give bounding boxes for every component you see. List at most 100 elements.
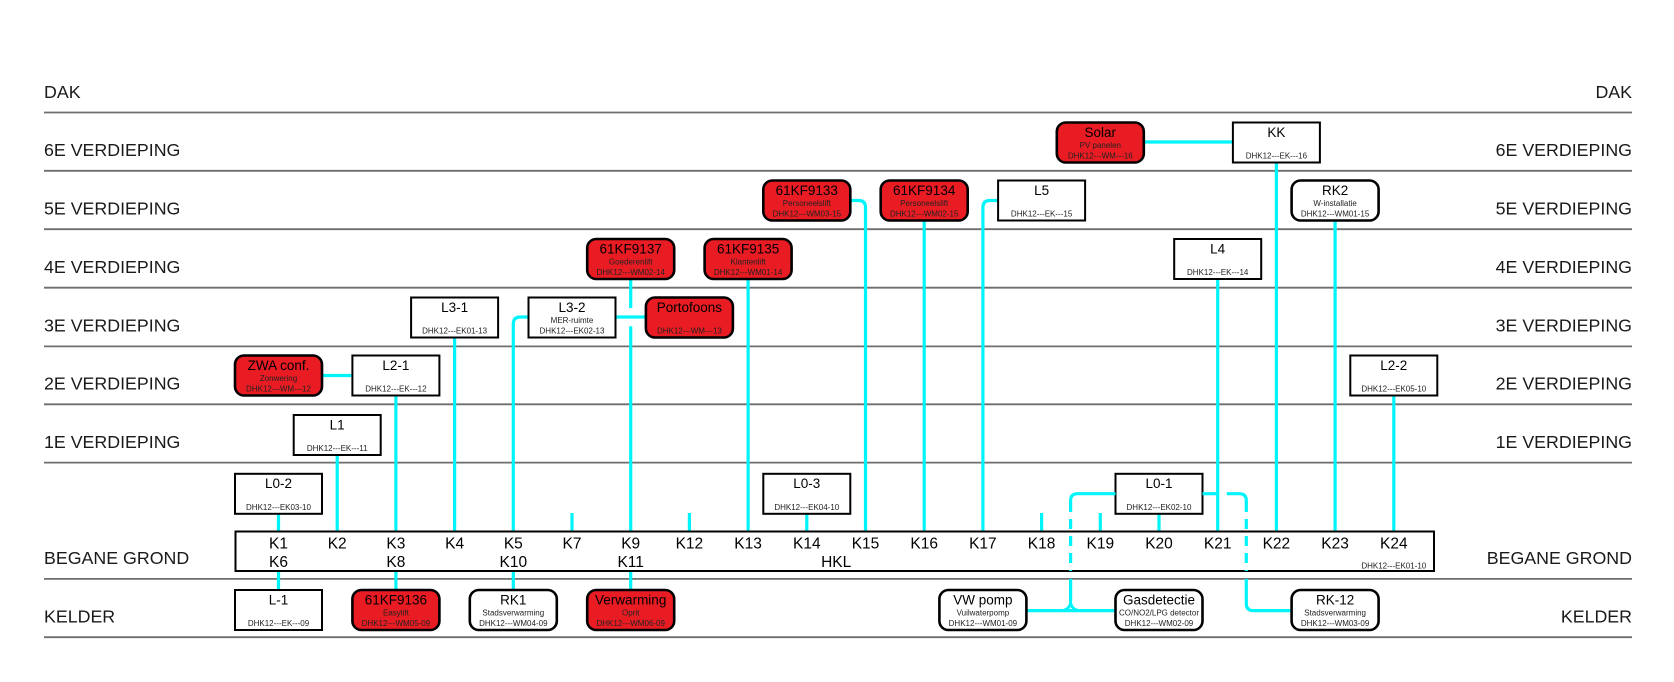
svg-text:L1: L1	[330, 417, 345, 432]
svg-text:DHK12---WM01-15: DHK12---WM01-15	[1301, 210, 1370, 219]
svg-text:L2-1: L2-1	[382, 358, 409, 373]
svg-text:DHK12---EK---15: DHK12---EK---15	[1011, 210, 1073, 219]
svg-text:K9: K9	[621, 536, 640, 553]
svg-text:61KF9134: 61KF9134	[893, 183, 956, 198]
svg-text:L-1: L-1	[269, 592, 289, 607]
svg-text:L2-2: L2-2	[1380, 358, 1407, 373]
svg-text:W-installatie: W-installatie	[1313, 199, 1357, 208]
svg-text:61KF9133: 61KF9133	[776, 183, 838, 198]
svg-text:Goederenlift: Goederenlift	[609, 257, 653, 266]
svg-text:Personeelslift: Personeelslift	[783, 199, 832, 208]
svg-text:DHK12---WM02-09: DHK12---WM02-09	[1125, 619, 1194, 628]
svg-text:DAK: DAK	[44, 82, 81, 102]
svg-text:DHK12---WM---13: DHK12---WM---13	[657, 327, 722, 336]
svg-text:CO/NO2/LPG detector: CO/NO2/LPG detector	[1119, 608, 1199, 617]
svg-text:DHK12---EK02-10: DHK12---EK02-10	[1127, 503, 1192, 512]
svg-text:Gasdetectie: Gasdetectie	[1123, 592, 1195, 607]
svg-text:BEGANE GROND: BEGANE GROND	[1487, 548, 1632, 568]
svg-text:K22: K22	[1263, 536, 1291, 553]
svg-text:Verwarming: Verwarming	[595, 592, 666, 607]
svg-text:K23: K23	[1321, 536, 1349, 553]
svg-text:1E VERDIEPING: 1E VERDIEPING	[1496, 432, 1632, 452]
svg-text:L4: L4	[1210, 241, 1226, 256]
svg-text:PV panelen: PV panelen	[1080, 141, 1121, 150]
svg-text:L3-2: L3-2	[558, 300, 585, 315]
svg-text:5E VERDIEPING: 5E VERDIEPING	[44, 199, 180, 219]
svg-text:RK-12: RK-12	[1316, 592, 1354, 607]
svg-text:4E VERDIEPING: 4E VERDIEPING	[44, 257, 180, 277]
svg-text:DHK12---EK01-10: DHK12---EK01-10	[1361, 562, 1426, 571]
svg-text:Portofoons: Portofoons	[657, 300, 723, 315]
svg-text:4E VERDIEPING: 4E VERDIEPING	[1496, 257, 1632, 277]
svg-text:6E VERDIEPING: 6E VERDIEPING	[44, 140, 180, 160]
svg-text:DHK12---WM---16: DHK12---WM---16	[1068, 152, 1133, 161]
svg-text:K12: K12	[676, 536, 704, 553]
svg-text:VW pomp: VW pomp	[953, 592, 1012, 607]
svg-text:K13: K13	[734, 536, 762, 553]
svg-text:DHK12---EK---11: DHK12---EK---11	[307, 444, 368, 453]
svg-text:DHK12---EK02-13: DHK12---EK02-13	[540, 327, 605, 336]
svg-text:K3: K3	[386, 536, 405, 553]
svg-text:RK2: RK2	[1322, 183, 1348, 198]
svg-text:3E VERDIEPING: 3E VERDIEPING	[1496, 316, 1632, 336]
svg-text:DHK12---WM05-09: DHK12---WM05-09	[362, 619, 431, 628]
svg-text:61KF9137: 61KF9137	[600, 241, 662, 256]
svg-text:DHK12---WM02-15: DHK12---WM02-15	[890, 210, 959, 219]
svg-text:Stadsverwarming: Stadsverwarming	[482, 608, 544, 617]
svg-text:DHK12---WM06-09: DHK12---WM06-09	[596, 619, 665, 628]
svg-text:Oprit: Oprit	[622, 608, 640, 617]
svg-text:DHK12---EK05-10: DHK12---EK05-10	[1361, 385, 1426, 394]
svg-text:L5: L5	[1034, 183, 1049, 198]
svg-text:K11: K11	[617, 554, 643, 571]
svg-text:K20: K20	[1145, 536, 1173, 553]
svg-text:KK: KK	[1267, 125, 1285, 140]
svg-text:K24: K24	[1380, 536, 1408, 553]
svg-text:DHK12---WM04-09: DHK12---WM04-09	[479, 619, 548, 628]
svg-text:DHK12---EK---12: DHK12---EK---12	[365, 385, 427, 394]
svg-text:K7: K7	[563, 536, 582, 553]
svg-text:DHK12---WM---12: DHK12---WM---12	[246, 385, 311, 394]
svg-text:K6: K6	[269, 554, 288, 571]
svg-text:1E VERDIEPING: 1E VERDIEPING	[44, 432, 180, 452]
svg-text:K2: K2	[328, 536, 347, 553]
svg-text:DAK: DAK	[1595, 82, 1632, 102]
svg-text:Zonwering: Zonwering	[260, 374, 297, 383]
svg-text:Easylift: Easylift	[383, 608, 410, 617]
svg-text:K16: K16	[910, 536, 938, 553]
svg-text:L0-1: L0-1	[1145, 476, 1172, 491]
svg-text:MER-ruimte: MER-ruimte	[551, 316, 594, 325]
svg-text:5E VERDIEPING: 5E VERDIEPING	[1496, 199, 1632, 219]
svg-text:61KF9135: 61KF9135	[717, 241, 779, 256]
svg-text:L0-3: L0-3	[793, 476, 820, 491]
svg-text:6E VERDIEPING: 6E VERDIEPING	[1496, 140, 1632, 160]
svg-text:DHK12---EK01-13: DHK12---EK01-13	[422, 327, 487, 336]
svg-text:DHK12---WM02-14: DHK12---WM02-14	[596, 268, 665, 277]
svg-text:Vuilwaterpomp: Vuilwaterpomp	[957, 608, 1010, 617]
svg-text:Solar: Solar	[1085, 125, 1117, 140]
svg-text:DHK12---EK---16: DHK12---EK---16	[1246, 152, 1308, 161]
svg-text:ZWA conf.: ZWA conf.	[248, 358, 310, 373]
svg-text:K19: K19	[1087, 536, 1115, 553]
svg-text:BEGANE GROND: BEGANE GROND	[44, 548, 189, 568]
svg-text:DHK12---EK---09: DHK12---EK---09	[248, 619, 310, 628]
svg-text:K17: K17	[969, 536, 997, 553]
svg-text:DHK12---WM01-14: DHK12---WM01-14	[714, 268, 783, 277]
svg-text:DHK12---WM03-15: DHK12---WM03-15	[773, 210, 842, 219]
svg-text:L3-1: L3-1	[441, 300, 468, 315]
svg-text:DHK12---EK03-10: DHK12---EK03-10	[246, 503, 311, 512]
svg-text:2E VERDIEPING: 2E VERDIEPING	[1496, 374, 1632, 394]
svg-text:2E VERDIEPING: 2E VERDIEPING	[44, 374, 180, 394]
svg-text:KELDER: KELDER	[44, 607, 115, 627]
svg-text:K15: K15	[852, 536, 880, 553]
svg-text:L0-2: L0-2	[265, 476, 292, 491]
svg-text:K5: K5	[504, 536, 523, 553]
svg-text:K4: K4	[445, 536, 464, 553]
svg-text:DHK12---WM03-09: DHK12---WM03-09	[1301, 619, 1370, 628]
svg-text:DHK12---EK---14: DHK12---EK---14	[1187, 268, 1249, 277]
svg-text:K21: K21	[1204, 536, 1232, 553]
svg-text:K18: K18	[1028, 536, 1056, 553]
svg-text:DHK12---WM01-09: DHK12---WM01-09	[949, 619, 1018, 628]
svg-text:Personeelslift: Personeelslift	[900, 199, 949, 208]
svg-text:KELDER: KELDER	[1561, 607, 1632, 627]
svg-text:DHK12---EK04-10: DHK12---EK04-10	[774, 503, 839, 512]
